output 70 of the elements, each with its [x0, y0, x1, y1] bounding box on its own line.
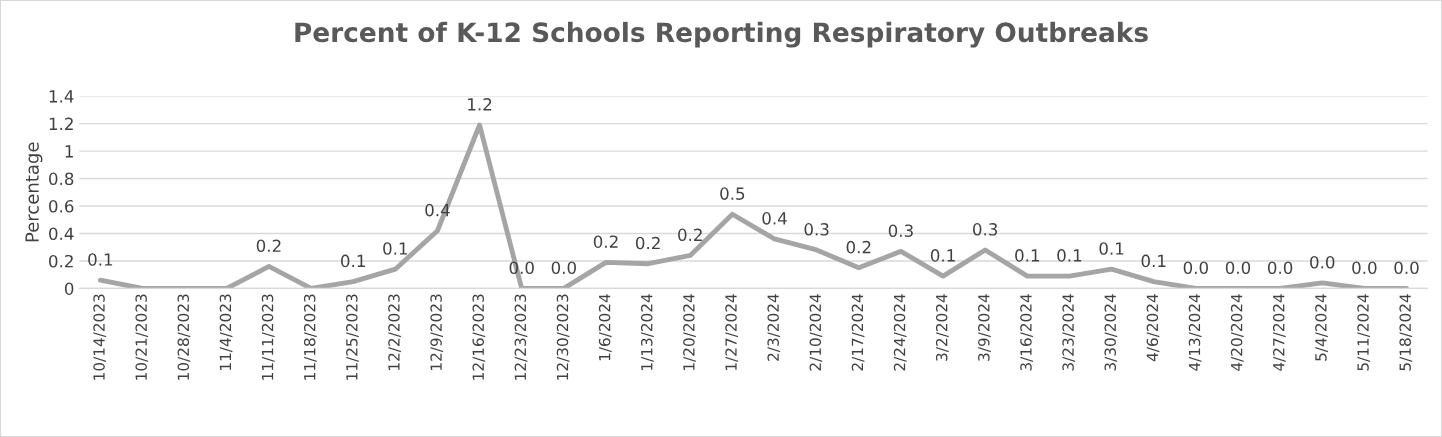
data-label: 0.1	[341, 254, 365, 268]
x-tick-label: 5/11/2024	[1357, 294, 1371, 371]
x-tick-label: 2/17/2024	[851, 294, 865, 371]
y-tick-label: 0.2	[49, 254, 73, 268]
x-tick-label: 11/4/2023	[219, 294, 233, 370]
y-tick-label: 1	[65, 145, 73, 158]
data-label: 0.1	[383, 242, 408, 255]
x-tick-label: 2/24/2024	[893, 294, 907, 371]
y-tick-label: 1.4	[49, 90, 74, 103]
data-label: 0.0	[551, 261, 576, 275]
x-tick-label: 12/9/2023	[430, 294, 444, 370]
data-label: 0.2	[593, 235, 618, 248]
x-tick-label: 10/28/2023	[177, 294, 191, 380]
x-tick-label: 1/13/2024	[640, 294, 654, 370]
x-tick-label: 11/18/2023	[303, 294, 317, 380]
x-tick-label: 2/3/2024	[767, 294, 781, 361]
data-label: 0.3	[973, 223, 998, 236]
y-tick-label: 0.8	[49, 172, 74, 186]
x-tick-label: 3/16/2024	[1020, 294, 1033, 371]
data-label: 0.1	[1141, 254, 1166, 268]
data-label: 0.4	[762, 212, 787, 225]
x-tick-label: 4/6/2024	[1146, 294, 1160, 362]
x-tick-label: 10/21/2023	[135, 294, 149, 380]
data-label: 0.0	[1183, 261, 1208, 275]
data-label: 0.0	[1352, 261, 1377, 275]
x-tick-label: 1/27/2024	[725, 294, 739, 370]
data-label: 1.2	[468, 98, 492, 111]
y-tick-label: 0.6	[49, 199, 74, 213]
y-tick-label: 0	[64, 282, 74, 295]
chart-title: Percent of K-12 Schools Reporting Respiratory Outbreaks	[295, 21, 1148, 48]
x-tick-label: 3/30/2024	[1104, 294, 1118, 371]
data-label: 0.2	[846, 240, 871, 254]
data-label: 0.0	[509, 261, 534, 275]
x-tick-label: 3/23/2024	[1062, 294, 1076, 371]
x-tick-label: 1/6/2024	[598, 294, 612, 361]
data-label: 0.1	[1099, 242, 1124, 255]
x-tick-label: 5/18/2024	[1399, 294, 1413, 371]
x-tick-label: 12/2/2023	[388, 294, 401, 370]
x-tick-label: 12/16/2023	[472, 294, 486, 380]
x-tick-label: 3/2/2024	[935, 294, 949, 361]
data-label: 0.1	[930, 249, 955, 262]
data-label: 0.1	[1015, 249, 1040, 262]
x-tick-label: 12/23/2023	[514, 294, 528, 380]
x-tick-label: 4/13/2024	[1188, 294, 1202, 371]
y-tick-label: 0.4	[49, 227, 74, 241]
data-label: 0.2	[635, 236, 660, 250]
x-tick-label: 10/14/2023	[93, 294, 107, 380]
data-label: 0.0	[1310, 255, 1335, 269]
x-tick-label: 4/27/2024	[1272, 294, 1286, 371]
data-label: 0.4	[425, 203, 450, 217]
data-label: 0.1	[88, 253, 113, 266]
data-label: 0.5	[720, 187, 745, 200]
x-tick-label: 5/4/2024	[1315, 294, 1328, 361]
data-label: 0.3	[888, 224, 913, 237]
x-tick-label: 2/10/2024	[809, 294, 823, 371]
y-tick-label: 1.2	[49, 117, 73, 130]
x-tick-label: 11/11/2023	[261, 294, 275, 380]
data-label: 0.0	[1394, 261, 1419, 275]
y-axis-title: Percentage	[25, 142, 43, 242]
data-label: 0.3	[804, 223, 829, 236]
data-label: 0.1	[1057, 249, 1082, 262]
data-label: 0.2	[256, 239, 281, 253]
x-tick-label: 11/25/2023	[346, 294, 359, 380]
x-tick-label: 1/20/2024	[683, 294, 696, 370]
x-tick-label: 3/9/2024	[978, 294, 991, 361]
x-tick-label: 12/30/2023	[556, 294, 570, 380]
x-tick-label: 4/20/2024	[1230, 294, 1244, 371]
data-label: 0.0	[1267, 261, 1293, 275]
data-label: 0.2	[678, 228, 702, 242]
data-label: 0.0	[1225, 261, 1251, 275]
